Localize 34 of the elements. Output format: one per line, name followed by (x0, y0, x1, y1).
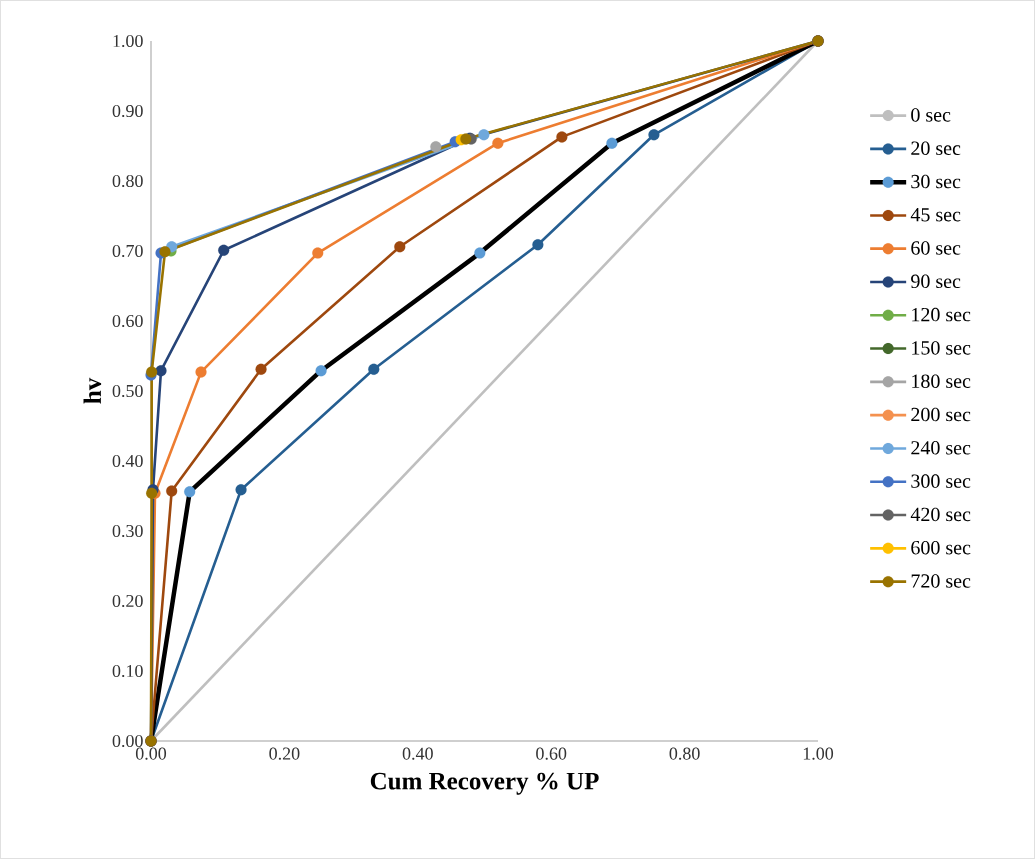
legend-label: 45 sec (910, 208, 961, 222)
y-tick-label: 0.40 (112, 454, 143, 468)
legend-label: 60 sec (911, 241, 961, 255)
x-tick-label: 1.00 (803, 747, 834, 760)
legend-label: 120 sec (912, 307, 971, 322)
y-tick-label: 0.90 (112, 104, 143, 118)
y-tick-label: 0.00 (112, 734, 143, 748)
x-tick-label: 0.20 (269, 747, 300, 760)
y-tick-label: 0.20 (112, 594, 143, 608)
legend-label: 90 sec (911, 274, 961, 289)
legend-label: 600 sec (911, 540, 971, 555)
x-axis-title: Cum Recovery % UP (370, 772, 599, 795)
y-tick-label: 0.50 (112, 384, 143, 398)
y-tick-label: 0.10 (112, 664, 143, 678)
legend-label: 720 sec (911, 574, 971, 588)
y-tick-label: 1.00 (113, 34, 143, 48)
x-tick-label: 0.60 (536, 747, 567, 760)
x-tick-label: 0.40 (402, 747, 433, 760)
legend-label: 300 sec (911, 474, 971, 488)
legend-label: 420 sec (910, 507, 971, 522)
y-tick-label: 0.70 (112, 244, 143, 258)
legend-label: 150 sec (912, 341, 971, 355)
x-tick-label: 0.80 (669, 747, 700, 760)
y-axis-title: hv (83, 377, 102, 404)
y-tick-label: 0.30 (112, 524, 143, 538)
legend-label: 240 sec (911, 441, 971, 455)
legend-label: 200 sec (911, 407, 971, 422)
legend-label: 0 sec (911, 108, 951, 122)
legend-label: 20 sec (911, 141, 961, 155)
y-tick-label: 0.60 (112, 314, 143, 328)
y-tick-label: 0.80 (112, 174, 143, 188)
x-tick-label: 0.00 (135, 747, 167, 760)
legend-label: 30 sec (911, 174, 961, 189)
legend-label: 180 sec (912, 374, 971, 388)
